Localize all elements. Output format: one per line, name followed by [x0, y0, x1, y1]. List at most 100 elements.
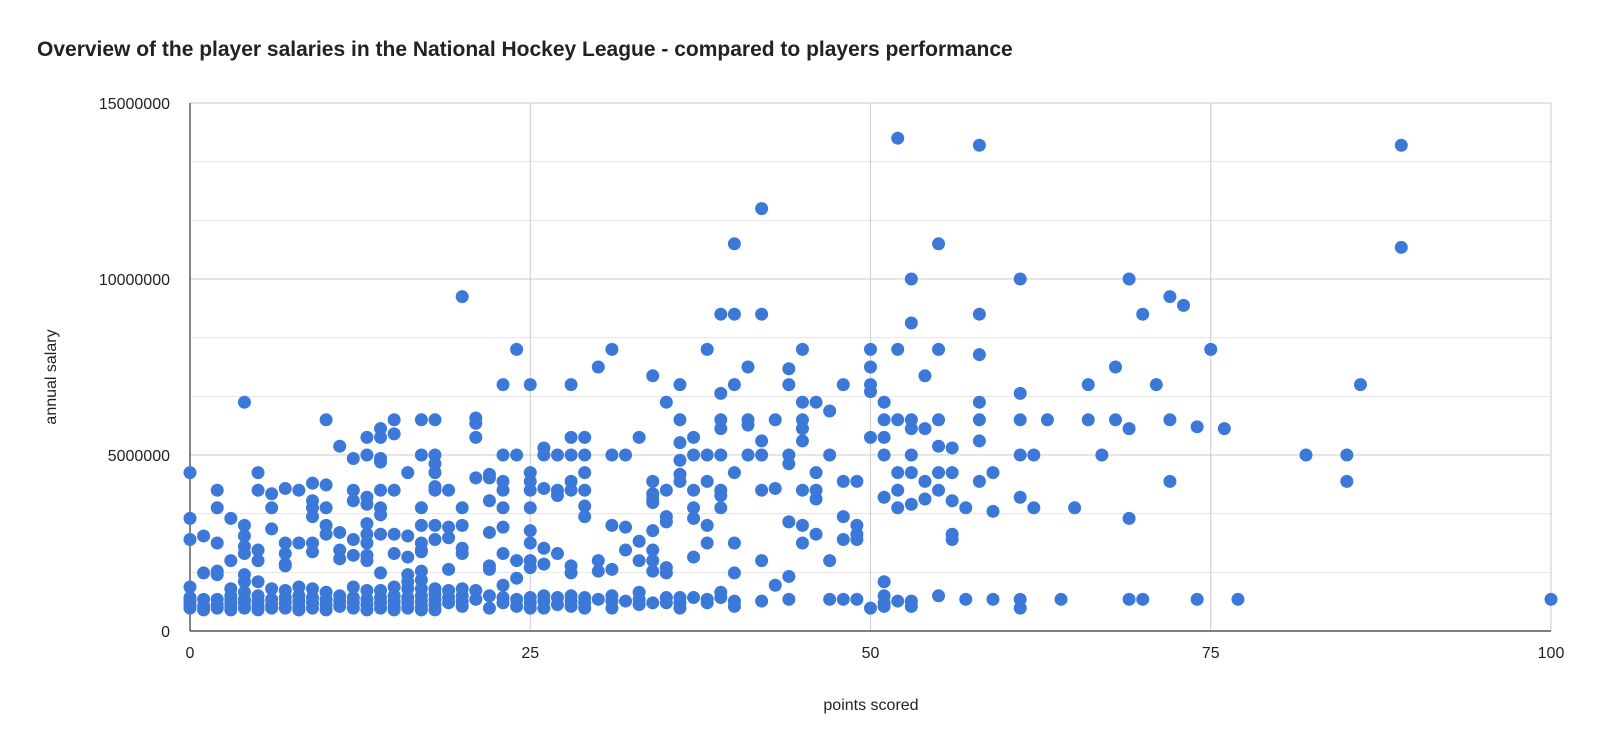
- data-point: [864, 430, 877, 444]
- data-point: [795, 518, 809, 532]
- data-point: [809, 527, 823, 541]
- data-point: [251, 554, 265, 568]
- data-point: [904, 466, 918, 480]
- data-point: [278, 547, 292, 561]
- data-point: [360, 430, 374, 444]
- data-point: [387, 527, 401, 541]
- data-point: [401, 466, 415, 480]
- data-point: [659, 395, 673, 409]
- data-point: [537, 541, 551, 555]
- data-point: [782, 378, 796, 392]
- data-point: [741, 448, 755, 462]
- data-point: [1027, 448, 1041, 462]
- x-tick-label: 50: [862, 645, 880, 662]
- data-point: [972, 434, 986, 448]
- data-point: [1095, 448, 1109, 462]
- data-point: [428, 466, 442, 480]
- data-point: [768, 413, 782, 427]
- data-point: [836, 532, 850, 546]
- data-point: [319, 501, 333, 515]
- data-point: [755, 434, 769, 448]
- x-tick-label: 100: [1538, 645, 1565, 662]
- data-point: [523, 601, 537, 615]
- data-point: [891, 131, 905, 145]
- data-point: [864, 342, 877, 356]
- data-point: [904, 422, 918, 436]
- data-point: [714, 448, 728, 462]
- data-point: [972, 138, 986, 152]
- data-point: [850, 532, 864, 546]
- data-point: [850, 474, 864, 488]
- data-point: [346, 452, 360, 466]
- data-point: [346, 494, 360, 508]
- data-point: [795, 395, 809, 409]
- data-point: [414, 518, 428, 532]
- data-point: [333, 525, 347, 539]
- data-point: [619, 594, 633, 608]
- data-point: [755, 554, 769, 568]
- data-point: [1040, 413, 1054, 427]
- data-point: [251, 575, 265, 589]
- data-point: [591, 554, 605, 568]
- data-point: [836, 592, 850, 606]
- data-point: [292, 536, 306, 550]
- data-point: [346, 601, 360, 615]
- data-point: [496, 520, 510, 534]
- data-point: [482, 494, 496, 508]
- data-point: [659, 566, 673, 580]
- data-point: [836, 474, 850, 488]
- data-point: [305, 601, 319, 615]
- data-point: [401, 550, 415, 564]
- data-point: [755, 448, 769, 462]
- data-point: [1122, 422, 1136, 436]
- data-point: [632, 554, 646, 568]
- data-point: [768, 578, 782, 592]
- data-point: [210, 501, 224, 515]
- data-point: [482, 525, 496, 539]
- data-point: [1544, 592, 1558, 606]
- data-point: [523, 536, 537, 550]
- data-point: [374, 566, 388, 580]
- data-point: [877, 575, 891, 589]
- data-point: [605, 601, 619, 615]
- data-point: [360, 497, 374, 511]
- data-point: [455, 501, 469, 515]
- data-point: [346, 483, 360, 497]
- data-point: [727, 599, 741, 613]
- data-point: [809, 395, 823, 409]
- data-point: [714, 488, 728, 502]
- data-point: [550, 547, 564, 561]
- data-point: [836, 510, 850, 524]
- data-point: [823, 448, 837, 462]
- tick-labels: 0 5000000 10000000 15000000 0 25 50 75 100: [99, 96, 1565, 662]
- data-point: [891, 501, 905, 515]
- data-point: [1340, 448, 1354, 462]
- data-point: [687, 511, 701, 525]
- data-point: [809, 492, 823, 506]
- data-point: [510, 599, 524, 613]
- data-point: [1013, 386, 1027, 400]
- data-point: [496, 501, 510, 515]
- data-point: [414, 413, 428, 427]
- data-point: [564, 378, 578, 392]
- data-point: [986, 504, 1000, 518]
- data-point: [1163, 474, 1177, 488]
- data-point: [646, 596, 660, 610]
- data-point: [932, 342, 946, 356]
- data-point: [550, 598, 564, 612]
- data-point: [877, 490, 891, 504]
- data-point: [782, 457, 796, 471]
- data-point: [455, 290, 469, 304]
- data-point: [537, 557, 551, 571]
- data-point: [1136, 592, 1150, 606]
- data-point: [469, 416, 483, 430]
- data-point: [360, 603, 374, 617]
- data-point: [210, 601, 224, 615]
- data-point: [510, 342, 524, 356]
- data-point: [237, 547, 251, 561]
- data-point: [442, 531, 456, 545]
- data-point: [714, 501, 728, 515]
- data-point: [714, 386, 728, 400]
- data-point: [578, 483, 592, 497]
- data-point: [932, 413, 946, 427]
